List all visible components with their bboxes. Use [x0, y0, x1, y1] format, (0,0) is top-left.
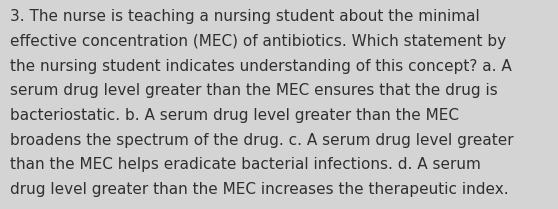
Text: effective concentration (MEC) of antibiotics. Which statement by: effective concentration (MEC) of antibio…	[10, 34, 506, 49]
Text: 3. The nurse is teaching a nursing student about the minimal: 3. The nurse is teaching a nursing stude…	[10, 9, 480, 24]
Text: the nursing student indicates understanding of this concept? a. A: the nursing student indicates understand…	[10, 59, 512, 74]
Text: than the MEC helps eradicate bacterial infections. d. A serum: than the MEC helps eradicate bacterial i…	[10, 157, 481, 172]
Text: bacteriostatic. b. A serum drug level greater than the MEC: bacteriostatic. b. A serum drug level gr…	[10, 108, 459, 123]
Text: serum drug level greater than the MEC ensures that the drug is: serum drug level greater than the MEC en…	[10, 83, 498, 98]
Text: broadens the spectrum of the drug. c. A serum drug level greater: broadens the spectrum of the drug. c. A …	[10, 133, 514, 148]
Text: drug level greater than the MEC increases the therapeutic index.: drug level greater than the MEC increase…	[10, 182, 509, 197]
